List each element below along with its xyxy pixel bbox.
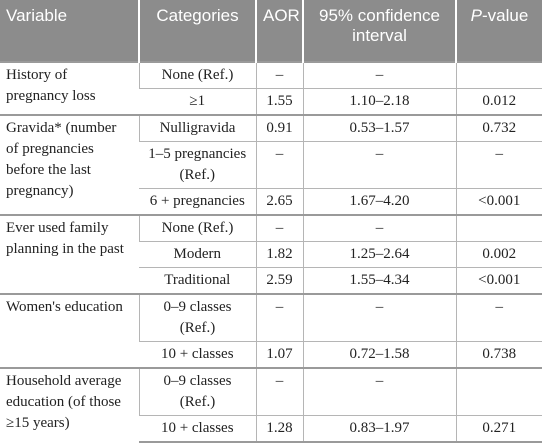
ci-cell: 0.53–1.57 — [302, 114, 456, 142]
ci-cell: 0.72–1.58 — [302, 341, 456, 368]
category-cell: ≥1 — [139, 88, 256, 115]
p-value-cell — [455, 61, 542, 89]
table-row: Women's education 0–9 classes (Ref.) – –… — [0, 293, 542, 368]
p-value-cell: 0.002 — [455, 241, 542, 268]
table-row: Gravida* (number of pregnancies before t… — [0, 114, 542, 215]
aor-cell: 1.82 — [255, 241, 303, 268]
aor-cell: 2.65 — [255, 188, 303, 215]
aor-cell: 0.91 — [255, 114, 303, 142]
ci-cell: – — [302, 141, 456, 189]
header-p-letter: P — [470, 6, 483, 25]
p-value-cell: – — [455, 293, 542, 342]
variable-cell: Ever used family planning in the past — [0, 214, 139, 294]
p-value-cell: <0.001 — [455, 267, 542, 294]
aor-cell: – — [255, 141, 303, 189]
category-cell: 6 + pregnancies — [139, 188, 256, 215]
header-aor: AOR — [255, 0, 303, 62]
table-row: Household average education (of those ≥1… — [0, 367, 542, 442]
category-cell: Nulligravida — [138, 114, 256, 142]
ci-cell: 1.55–4.34 — [302, 267, 456, 294]
category-cell: 0–9 classes (Ref.) — [138, 293, 256, 342]
header-categories: Categories — [138, 0, 256, 62]
ci-cell: – — [302, 214, 456, 242]
variable-cell: Gravida* (number of pregnancies before t… — [0, 114, 139, 215]
p-value-cell — [455, 214, 542, 242]
table-header: Variable Categories AOR 95% confidence i… — [0, 0, 542, 62]
p-value-cell: 0.271 — [455, 415, 542, 443]
p-value-cell: – — [455, 141, 542, 189]
table-row: Modern 1.82 1.25–2.64 0.002 — [0, 241, 542, 268]
category-cell: Modern — [139, 241, 256, 268]
aor-cell: – — [255, 214, 303, 242]
table-row: 10 + classes 1.28 0.83–1.97 0.271 — [0, 415, 542, 443]
variable-cell: History of pregnancy loss — [0, 61, 139, 115]
header-row: Variable Categories AOR 95% confidence i… — [0, 0, 542, 62]
table-row: History of pregnancy loss None (Ref.) – … — [0, 61, 542, 115]
p-value-cell — [455, 367, 542, 416]
table-row: 10 + classes 1.07 0.72–1.58 0.738 — [0, 341, 542, 368]
ci-cell: 1.25–2.64 — [302, 241, 456, 268]
table-row: 1–5 pregnancies (Ref.) – – – — [0, 141, 542, 189]
ci-cell: – — [302, 367, 456, 416]
variable-cell: Household average education (of those ≥1… — [0, 367, 139, 442]
p-value-cell: 0.738 — [455, 341, 542, 368]
category-cell: 1–5 pregnancies (Ref.) — [139, 141, 256, 189]
variable-cell: Women's education — [0, 293, 139, 368]
category-cell: 10 + classes — [139, 415, 256, 443]
ci-cell: 0.83–1.97 — [302, 415, 456, 443]
aor-cell: – — [255, 61, 303, 89]
ci-cell: – — [302, 293, 456, 342]
category-cell: None (Ref.) — [138, 214, 256, 242]
aor-cell: 1.07 — [255, 341, 303, 368]
header-variable: Variable — [6, 6, 68, 25]
ci-cell: 1.10–2.18 — [302, 88, 456, 115]
aor-cell: – — [255, 293, 303, 342]
p-value-cell: 0.012 — [455, 88, 542, 115]
table-body: History of pregnancy loss None (Ref.) – … — [0, 61, 542, 443]
table-row: 6 + pregnancies 2.65 1.67–4.20 <0.001 — [0, 188, 542, 215]
ci-cell: – — [302, 61, 456, 89]
aor-cell: 1.55 — [255, 88, 303, 115]
table-row: Traditional 2.59 1.55–4.34 <0.001 — [0, 267, 542, 294]
category-cell: None (Ref.) — [138, 61, 256, 89]
table-row: Ever used family planning in the past No… — [0, 214, 542, 294]
category-cell: 10 + classes — [139, 341, 256, 368]
ci-cell: 1.67–4.20 — [302, 188, 456, 215]
aor-cell: – — [255, 367, 303, 416]
table-row: ≥1 1.55 1.10–2.18 0.012 — [0, 88, 542, 115]
category-cell: Traditional — [139, 267, 256, 294]
p-value-cell: <0.001 — [455, 188, 542, 215]
header-p-value: P-value — [455, 0, 542, 62]
header-p-suffix: -value — [482, 6, 529, 25]
p-value-cell: 0.732 — [455, 114, 542, 142]
aor-cell: 1.28 — [255, 415, 303, 443]
category-cell: 0–9 classes (Ref.) — [138, 367, 256, 416]
aor-cell: 2.59 — [255, 267, 303, 294]
header-confidence-interval: 95% confidence interval — [302, 0, 456, 62]
